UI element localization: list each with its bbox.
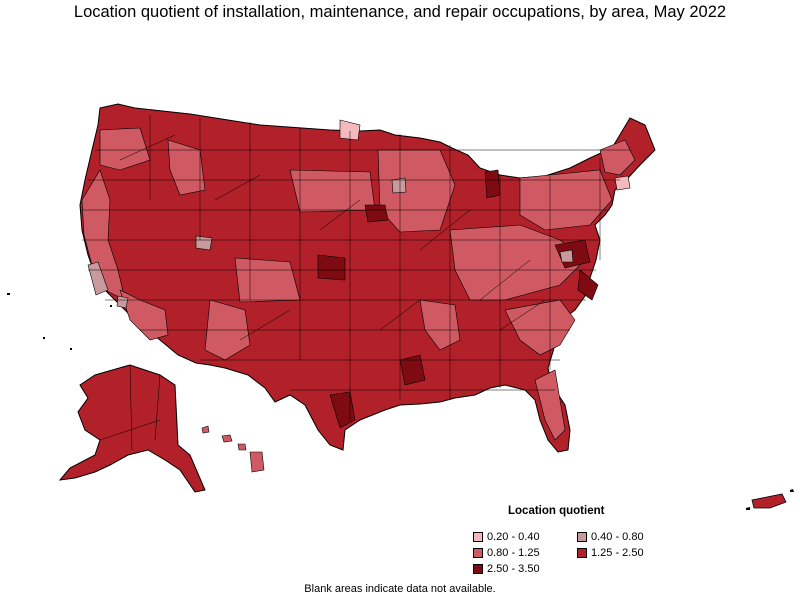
footnote: Blank areas indicate data not available.: [304, 583, 496, 595]
puerto-rico-region: [751, 493, 787, 509]
legend-label-1: 0.20 - 0.40: [487, 531, 540, 543]
legend-swatch-4: [577, 548, 587, 558]
lightest-regions: [339, 119, 631, 191]
legend-swatch-5: [473, 564, 483, 574]
alaska-borders: [99, 364, 161, 451]
legend-swatch-2: [577, 532, 587, 542]
legend-item-3: 0.80 - 1.25: [473, 547, 540, 559]
small-islands: [7, 293, 112, 350]
legend-item-5: 2.50 - 3.50: [473, 563, 540, 575]
area-borders: [82, 115, 630, 420]
legend-swatch-1: [473, 532, 483, 542]
legend-label-3: 0.80 - 1.25: [487, 547, 540, 559]
high-regions: [317, 169, 599, 429]
hawaii-region: [201, 425, 265, 473]
legend-label-4: 1.25 - 2.50: [591, 547, 644, 559]
legend-title: Location quotient: [508, 505, 605, 517]
legend-label-2: 0.40 - 0.80: [591, 531, 644, 543]
legend-item-4: 1.25 - 2.50: [577, 547, 644, 559]
map-title: Location quotient of installation, maint…: [73, 3, 727, 21]
moderate-regions: [81, 127, 636, 441]
legend-item-1: 0.20 - 0.40: [473, 531, 540, 543]
legend-swatch-3: [473, 548, 483, 558]
legend-label-5: 2.50 - 3.50: [487, 563, 540, 575]
legend-item-2: 0.40 - 0.80: [577, 531, 644, 543]
contiguous-us-region: [79, 103, 656, 453]
alaska-region: [58, 364, 206, 493]
